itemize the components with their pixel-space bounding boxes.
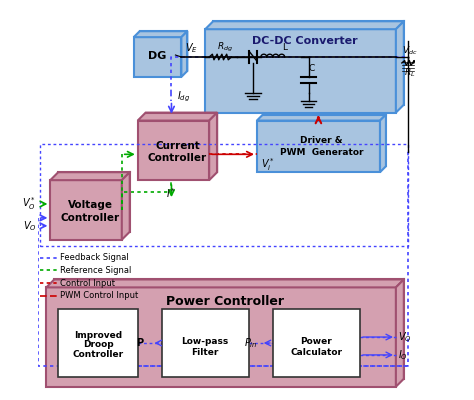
Text: Power Controller: Power Controller bbox=[166, 295, 284, 308]
FancyBboxPatch shape bbox=[134, 37, 182, 77]
Text: Driver &: Driver & bbox=[301, 136, 343, 145]
Polygon shape bbox=[46, 280, 404, 287]
Text: Power: Power bbox=[301, 336, 332, 346]
Text: Controller: Controller bbox=[61, 213, 119, 223]
Polygon shape bbox=[209, 113, 217, 180]
Text: $V_O$: $V_O$ bbox=[398, 330, 411, 344]
FancyBboxPatch shape bbox=[46, 287, 396, 387]
Text: $R_{dg}$: $R_{dg}$ bbox=[217, 40, 233, 54]
Text: PWM  Generator: PWM Generator bbox=[280, 148, 364, 157]
Text: $R_L$: $R_L$ bbox=[404, 67, 416, 79]
Text: Current: Current bbox=[155, 140, 200, 150]
Text: $P_{in}$: $P_{in}$ bbox=[244, 336, 258, 350]
Text: Low-pass: Low-pass bbox=[182, 336, 229, 346]
Text: Reference Signal: Reference Signal bbox=[60, 266, 132, 275]
Polygon shape bbox=[205, 21, 404, 29]
Polygon shape bbox=[182, 31, 187, 77]
Text: $V_{dc}$: $V_{dc}$ bbox=[402, 45, 418, 57]
Polygon shape bbox=[396, 280, 404, 387]
Text: Feedback Signal: Feedback Signal bbox=[60, 253, 129, 262]
Text: L: L bbox=[282, 42, 287, 52]
Polygon shape bbox=[396, 21, 404, 113]
Text: $V_i^*$: $V_i^*$ bbox=[261, 156, 275, 173]
Text: $V_O$: $V_O$ bbox=[23, 219, 36, 233]
Text: $I^*$: $I^*$ bbox=[166, 186, 176, 200]
Text: Droop: Droop bbox=[82, 340, 113, 350]
Polygon shape bbox=[257, 114, 386, 120]
Text: DG: DG bbox=[148, 51, 167, 61]
Text: Calculator: Calculator bbox=[291, 348, 342, 358]
Polygon shape bbox=[122, 172, 130, 240]
FancyBboxPatch shape bbox=[205, 29, 396, 113]
Text: C: C bbox=[309, 64, 315, 74]
Text: $I_{dg}$: $I_{dg}$ bbox=[177, 90, 191, 104]
Text: P: P bbox=[136, 338, 143, 348]
Text: Filter: Filter bbox=[191, 348, 219, 358]
Polygon shape bbox=[50, 172, 130, 180]
Text: Controller: Controller bbox=[148, 153, 207, 163]
Polygon shape bbox=[134, 31, 187, 37]
FancyBboxPatch shape bbox=[137, 120, 209, 180]
Text: $I_O$: $I_O$ bbox=[398, 348, 408, 362]
Text: Controller: Controller bbox=[73, 350, 124, 360]
Text: $V_E$: $V_E$ bbox=[185, 41, 198, 55]
FancyBboxPatch shape bbox=[273, 309, 360, 377]
Text: Control Input: Control Input bbox=[60, 278, 115, 288]
Text: Improved: Improved bbox=[74, 330, 122, 340]
Text: DC-DC Converter: DC-DC Converter bbox=[252, 36, 357, 46]
Polygon shape bbox=[137, 113, 217, 120]
Text: Voltage: Voltage bbox=[67, 200, 112, 210]
Polygon shape bbox=[380, 114, 386, 172]
FancyBboxPatch shape bbox=[50, 180, 122, 240]
Text: $V_O^*$: $V_O^*$ bbox=[22, 196, 36, 212]
FancyBboxPatch shape bbox=[162, 309, 249, 377]
Text: PWM Control Input: PWM Control Input bbox=[60, 291, 138, 300]
FancyBboxPatch shape bbox=[58, 309, 137, 377]
FancyBboxPatch shape bbox=[257, 120, 380, 172]
